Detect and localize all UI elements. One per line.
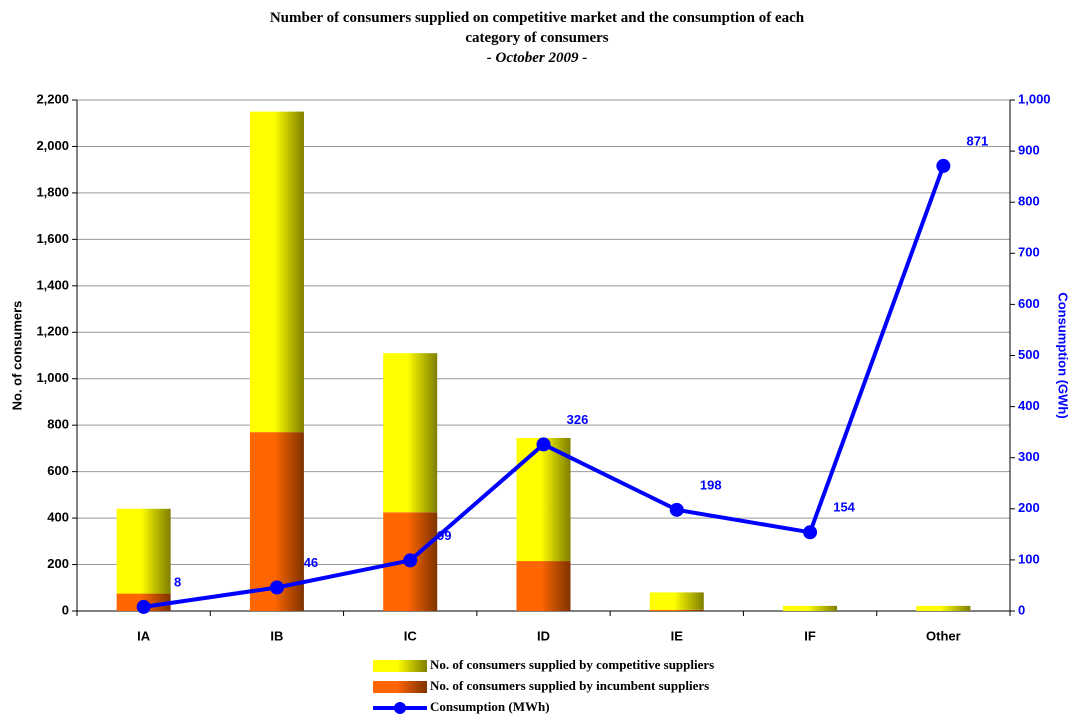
data-label: 326 [567, 412, 589, 427]
series-point [803, 525, 818, 540]
legend-swatch [373, 660, 427, 672]
data-label: 154 [833, 500, 855, 515]
series-point [936, 158, 951, 173]
y-tick-label: 1,800 [36, 184, 69, 199]
y-tick-label: 0 [62, 602, 69, 617]
y2-tick-label: 700 [1018, 245, 1040, 260]
y-tick-label: 600 [47, 463, 69, 478]
bar [383, 353, 438, 513]
bar [116, 508, 171, 594]
x-tick-label: IA [137, 628, 151, 643]
chart-subtitle: - October 2009 - [486, 50, 588, 66]
bar [516, 561, 571, 611]
y-tick-label: 400 [47, 510, 69, 525]
bar [649, 592, 704, 610]
legend-swatch [373, 681, 427, 693]
y-tick-label: 2,200 [36, 91, 69, 106]
bar [649, 609, 704, 611]
chart-title: Number of consumers supplied on competit… [269, 10, 805, 46]
x-tick-label: ID [537, 628, 550, 643]
data-label: 8 [174, 574, 181, 589]
series-point [536, 437, 551, 452]
y-tick-label: 800 [47, 417, 69, 432]
bar [249, 111, 304, 433]
series-point [269, 580, 284, 595]
y2-tick-label: 600 [1018, 296, 1040, 311]
y2-axis-label: Consumption (GWh) [1056, 292, 1071, 418]
y-axis-label: No. of consumers [9, 301, 24, 411]
y2-tick-label: 300 [1018, 449, 1040, 464]
bar [783, 605, 838, 611]
series-point [669, 502, 684, 517]
y2-tick-label: 200 [1018, 500, 1040, 515]
series-point [136, 599, 151, 614]
data-label: 871 [967, 133, 989, 148]
x-tick-label: IE [671, 628, 684, 643]
y2-tick-label: 800 [1018, 194, 1040, 209]
y-tick-label: 200 [47, 556, 69, 571]
legend-label: Consumption (MWh) [430, 699, 550, 714]
bar [516, 437, 571, 562]
legend-label: No. of consumers supplied by competitive… [430, 657, 714, 672]
y-tick-label: 1,200 [36, 324, 69, 339]
y2-tick-label: 1,000 [1018, 91, 1051, 106]
y2-tick-label: 900 [1018, 143, 1040, 158]
x-tick-label: IB [270, 628, 283, 643]
legend-swatch [394, 702, 406, 714]
data-label: 198 [700, 477, 722, 492]
legend-label: No. of consumers supplied by incumbent s… [430, 678, 709, 693]
x-tick-label: IF [804, 628, 816, 643]
x-tick-label: Other [926, 628, 961, 643]
y-tick-label: 1,400 [36, 277, 69, 292]
x-tick-label: IC [404, 628, 418, 643]
y2-tick-label: 400 [1018, 398, 1040, 413]
y2-tick-label: 500 [1018, 347, 1040, 362]
y-tick-label: 1,000 [36, 370, 69, 385]
title-block: Number of consumers supplied on competit… [0, 8, 1074, 68]
series-point [403, 553, 418, 568]
y2-tick-label: 100 [1018, 551, 1040, 566]
y-tick-label: 2,000 [36, 138, 69, 153]
bar [916, 605, 971, 611]
data-label: 46 [304, 555, 318, 570]
y-tick-label: 1,600 [36, 231, 69, 246]
y2-tick-label: 0 [1018, 602, 1025, 617]
data-label: 99 [437, 528, 451, 543]
